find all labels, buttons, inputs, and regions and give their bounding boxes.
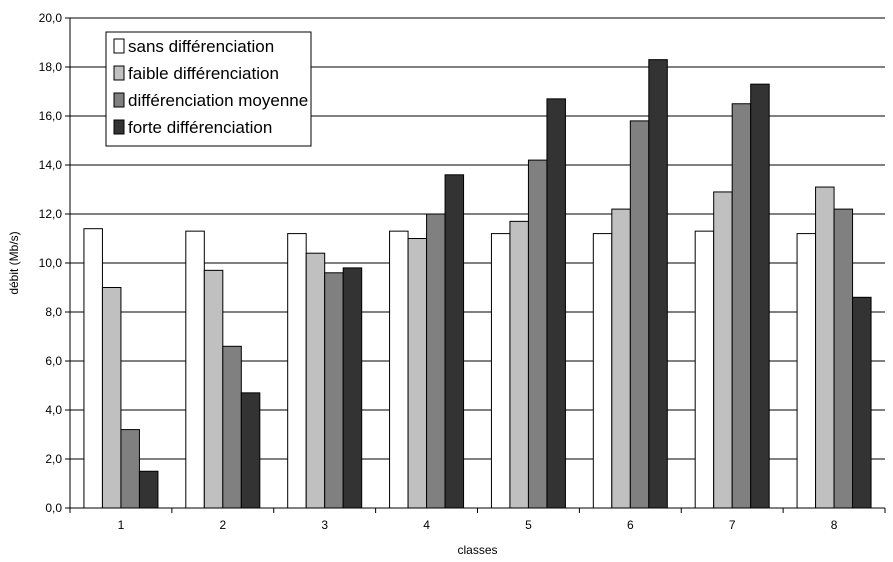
x-tick-label: 8 <box>831 518 838 532</box>
y-tick-label: 8,0 <box>45 305 62 319</box>
bar-3-class-3 <box>324 272 344 509</box>
legend-box <box>105 31 312 147</box>
bar-2-class-7 <box>713 191 733 509</box>
bar-1-class-5 <box>490 233 511 509</box>
bar-1-class-8 <box>796 233 817 509</box>
legend-swatch <box>113 92 125 108</box>
bar-2-class-3 <box>305 252 326 509</box>
y-tick-label: 12,0 <box>39 207 63 221</box>
y-axis-label: débit (Mb/s) <box>7 231 21 294</box>
bars <box>83 59 872 509</box>
legend-entry: sans différenciation <box>128 37 274 56</box>
legend-swatch <box>113 119 125 135</box>
bar-4-class-7 <box>750 83 770 509</box>
bar-1-class-1 <box>83 228 103 509</box>
bar-4-class-5 <box>546 98 566 509</box>
bar-4-class-8 <box>852 296 872 509</box>
bar-3-class-4 <box>426 213 446 509</box>
bar-1-class-6 <box>592 233 613 509</box>
y-tick-label: 2,0 <box>45 452 62 466</box>
bar-1-class-3 <box>287 233 307 509</box>
bar-3-class-8 <box>833 208 854 509</box>
bar-1-class-2 <box>185 230 205 509</box>
tick-labels: 0,0 2,0 4,0 6,0 8,0 10,0 12,0 14,0 16,0 18,0 20,0 1… <box>39 11 838 532</box>
bar-4-class-6 <box>648 59 668 509</box>
bar-1-class-4 <box>389 230 409 509</box>
y-tick-label: 14,0 <box>39 158 63 172</box>
x-tick-label: 1 <box>118 518 125 532</box>
legend-entry: faible différenciation <box>128 64 279 83</box>
x-axis-label: classes <box>457 543 497 557</box>
legend: sans différenciation faible différenciati… <box>105 31 312 147</box>
y-tick-label: 4,0 <box>45 403 62 417</box>
bar-4-class-3 <box>342 267 363 509</box>
bar-2-class-2 <box>203 269 224 509</box>
bar-4-class-1 <box>138 470 159 509</box>
bar-2-class-4 <box>407 238 428 509</box>
bar-4-class-2 <box>240 392 261 509</box>
bar-4-class-4 <box>444 174 465 509</box>
x-tick-label: 3 <box>321 518 328 532</box>
bar-3-class-6 <box>629 120 650 509</box>
bar-2-class-5 <box>509 220 529 509</box>
y-tick-label: 16,0 <box>39 109 63 123</box>
bar-3-class-1 <box>120 429 140 509</box>
x-tick-label: 5 <box>525 518 532 532</box>
y-tick-label: 6,0 <box>45 354 62 368</box>
legend-swatch <box>113 38 125 54</box>
x-tick-label: 7 <box>729 518 736 532</box>
bar-3-class-7 <box>731 103 752 509</box>
x-tick-label: 2 <box>219 518 226 532</box>
bar-2-class-1 <box>101 287 122 509</box>
bar-3-class-5 <box>527 159 548 509</box>
bar-3-class-2 <box>222 345 242 509</box>
legend-entry: forte différenciation <box>128 118 272 137</box>
y-tick-label: 20,0 <box>39 11 63 25</box>
x-tick-label: 4 <box>423 518 430 532</box>
y-tick-label: 10,0 <box>39 256 63 270</box>
legend-entry: différenciation moyenne <box>128 91 308 110</box>
y-tick-label: 18,0 <box>39 60 63 74</box>
y-tick-label: 0,0 <box>45 501 62 515</box>
axes <box>65 17 886 513</box>
bar-2-class-6 <box>611 208 631 509</box>
legend-swatch <box>113 65 125 81</box>
bar-2-class-8 <box>815 186 835 509</box>
bar-1-class-7 <box>694 230 715 509</box>
x-tick-label: 6 <box>627 518 634 532</box>
